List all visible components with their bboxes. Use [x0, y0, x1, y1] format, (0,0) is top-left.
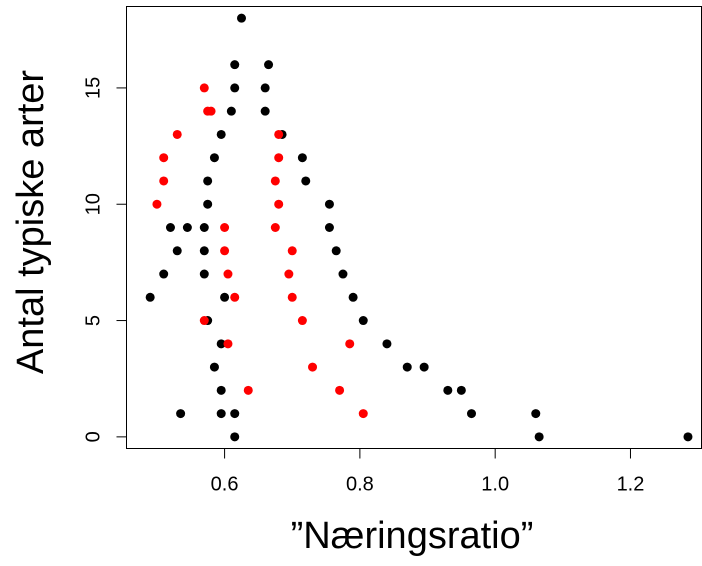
data-point	[274, 129, 284, 139]
y-tick-label: 10	[83, 193, 105, 215]
data-point	[230, 409, 240, 419]
data-point	[220, 223, 230, 232]
data-point	[338, 269, 348, 279]
data-point	[467, 409, 476, 419]
data-point	[176, 409, 186, 419]
x-axis-title: ”Næringsratio”	[291, 515, 534, 557]
data-point	[152, 199, 162, 209]
data-point	[220, 292, 230, 302]
y-tick-label: 0	[83, 431, 105, 442]
data-point	[159, 269, 169, 279]
data-point	[335, 385, 345, 395]
data-point	[230, 292, 240, 302]
series-points	[152, 83, 368, 419]
data-point	[220, 246, 230, 256]
data-point	[199, 316, 209, 326]
data-point	[456, 385, 466, 395]
x-tick-label: 1.0	[481, 474, 509, 496]
data-point	[443, 385, 453, 395]
data-point	[419, 362, 429, 372]
data-point	[199, 83, 209, 93]
data-point	[531, 409, 541, 419]
data-point	[382, 339, 392, 349]
data-point	[243, 385, 253, 395]
data-point	[264, 60, 274, 70]
data-point	[345, 339, 355, 349]
data-point	[260, 106, 270, 116]
data-point	[308, 362, 318, 372]
data-point	[287, 246, 297, 256]
x-tick-label: 1.2	[617, 474, 645, 496]
data-point	[270, 176, 280, 186]
data-point	[270, 223, 280, 232]
plot-box	[126, 6, 702, 449]
data-point	[203, 176, 213, 186]
data-point	[182, 223, 192, 232]
data-point	[172, 129, 182, 139]
data-point	[172, 246, 182, 256]
data-point	[159, 153, 169, 163]
data-point	[274, 199, 284, 209]
data-point	[216, 385, 226, 395]
data-point	[216, 339, 226, 349]
data-point	[237, 13, 246, 23]
data-point	[159, 176, 169, 186]
data-point	[297, 316, 307, 326]
data-point	[274, 153, 284, 163]
x-tick-label: 0.6	[211, 474, 239, 496]
data-point	[534, 432, 544, 442]
data-point	[287, 292, 297, 302]
data-point	[223, 339, 233, 349]
data-point	[145, 292, 155, 302]
data-point	[324, 199, 334, 209]
points-layer	[145, 13, 693, 442]
y-tick-label: 5	[83, 315, 105, 326]
data-point	[230, 432, 240, 442]
data-point	[348, 292, 358, 302]
data-point	[199, 269, 209, 279]
data-point	[209, 153, 219, 163]
data-point	[284, 269, 294, 279]
data-point	[297, 153, 307, 163]
data-point	[216, 409, 226, 419]
data-point	[226, 106, 236, 116]
data-point	[216, 129, 226, 139]
y-axis: 0 5 10 15	[83, 77, 127, 442]
series-points	[145, 13, 693, 442]
data-point	[223, 269, 233, 279]
data-point	[203, 199, 213, 209]
data-point	[230, 83, 240, 93]
data-point	[209, 362, 219, 372]
data-point	[230, 60, 240, 70]
data-point	[324, 223, 334, 232]
data-point	[358, 409, 368, 419]
x-tick-label: 0.8	[346, 474, 374, 496]
data-point	[206, 106, 216, 116]
data-point	[683, 432, 693, 442]
data-point	[165, 223, 175, 232]
data-point	[331, 246, 341, 256]
x-axis: 0.6 0.8 1.0 1.2	[211, 448, 645, 496]
y-tick-label: 15	[83, 77, 105, 99]
data-point	[199, 223, 209, 232]
data-point	[260, 83, 270, 93]
data-point	[358, 316, 368, 326]
data-point	[402, 362, 412, 372]
y-axis-title: Antal typiske arter	[10, 70, 52, 374]
data-point	[199, 246, 209, 256]
data-point	[301, 176, 311, 186]
